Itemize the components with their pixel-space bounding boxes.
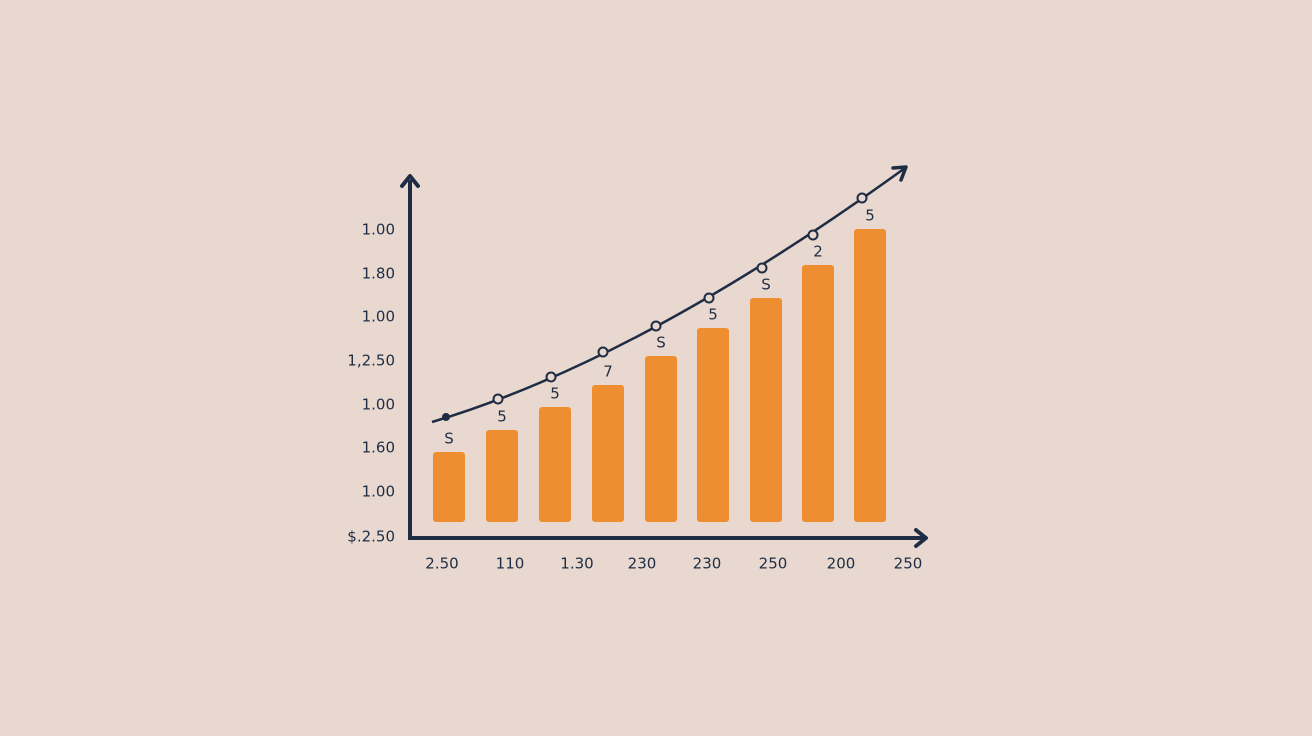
x-axis-label: 250 bbox=[759, 555, 788, 573]
bar-label: 5 bbox=[865, 207, 875, 225]
bar-label: S bbox=[656, 334, 666, 352]
y-axis-label: 1.00 bbox=[362, 483, 395, 501]
bar-label: S bbox=[761, 276, 771, 294]
y-axis-label: $.2.50 bbox=[347, 528, 395, 546]
y-axis-label: 1.60 bbox=[362, 439, 395, 457]
bar bbox=[592, 385, 624, 522]
bar-label: S bbox=[444, 430, 454, 448]
bar bbox=[539, 407, 571, 522]
x-axis-label: 110 bbox=[496, 555, 525, 573]
bar-label: 7 bbox=[603, 363, 613, 381]
x-axis-label: 200 bbox=[827, 555, 856, 573]
bar bbox=[750, 298, 782, 522]
y-axis-label: 1.80 bbox=[362, 265, 395, 283]
x-axis-label: 2.50 bbox=[425, 555, 458, 573]
y-axis-label: 1.00 bbox=[362, 308, 395, 326]
trend-point bbox=[442, 413, 450, 421]
y-axis-arrow bbox=[400, 174, 420, 188]
bar-label: 5 bbox=[708, 306, 718, 324]
bar bbox=[697, 328, 729, 522]
bar bbox=[486, 430, 518, 522]
trend-point bbox=[545, 371, 557, 383]
trend-point bbox=[756, 262, 768, 274]
trend-points bbox=[442, 192, 868, 421]
trend-point bbox=[650, 320, 662, 332]
x-axis-arrow bbox=[914, 528, 928, 548]
bar bbox=[433, 452, 465, 522]
trend-point bbox=[492, 393, 504, 405]
y-axis-label: 1.00 bbox=[362, 221, 395, 239]
x-axis-label: 250 bbox=[894, 555, 923, 573]
y-axis-label: 1.00 bbox=[362, 396, 395, 414]
labels: 1.00 1.80 1.00 1,2.50 1.00 1.60 1.00 $.2.50 2.50… bbox=[347, 207, 922, 573]
bar bbox=[854, 229, 886, 522]
y-axis-label: 1,2.50 bbox=[347, 352, 395, 370]
x-axis-label: 1.30 bbox=[560, 555, 593, 573]
bar-label: 2 bbox=[813, 243, 823, 261]
bar-label: 5 bbox=[550, 385, 560, 403]
bars bbox=[433, 229, 886, 522]
bar-label: 5 bbox=[497, 408, 507, 426]
trend-point bbox=[807, 229, 819, 241]
bar bbox=[802, 265, 834, 522]
trend-arrow bbox=[891, 165, 908, 182]
trend-point bbox=[856, 192, 868, 204]
bar bbox=[645, 356, 677, 522]
trend-point bbox=[703, 292, 715, 304]
trend-point bbox=[597, 346, 609, 358]
x-axis-label: 230 bbox=[628, 555, 657, 573]
x-axis-label: 230 bbox=[693, 555, 722, 573]
